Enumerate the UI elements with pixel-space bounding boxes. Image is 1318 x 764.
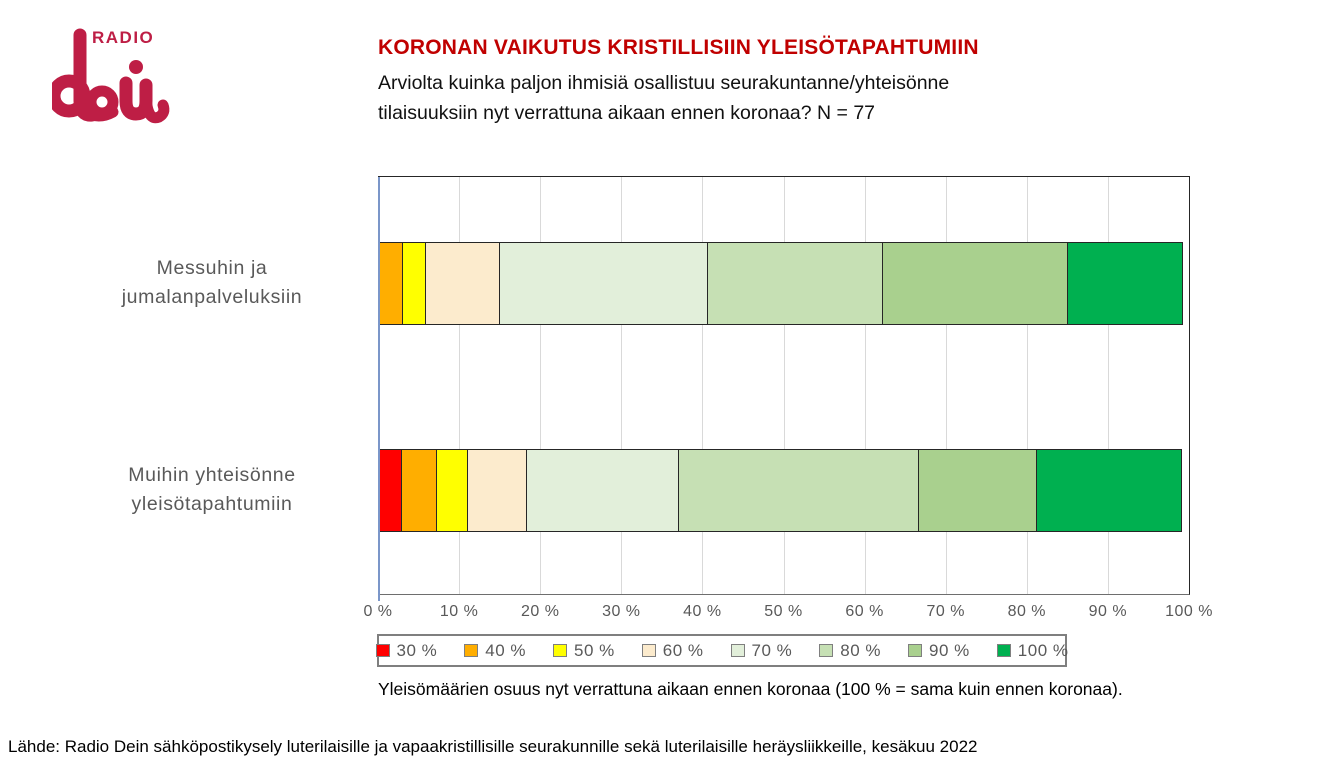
legend-label: 70 % bbox=[751, 640, 793, 660]
legend-label: 100 % bbox=[1017, 640, 1069, 660]
legend-item-70%: 70 % bbox=[730, 640, 793, 661]
x-axis-tick-label: 30 % bbox=[602, 603, 641, 620]
x-axis-tick-label: 80 % bbox=[1007, 603, 1047, 620]
category-axis-line bbox=[378, 177, 380, 601]
legend-label: 50 % bbox=[574, 640, 615, 660]
category-label-messuhin: Messuhin ja jumalanpalveluksiin bbox=[121, 256, 303, 308]
legend: 30 % 40 % 50 % 60 % 70 % 80 % 90 % 100 % bbox=[375, 634, 1069, 667]
legend-label: 90 % bbox=[929, 640, 970, 660]
bar-segment-40% bbox=[401, 449, 437, 532]
legend-item-80%: 80 % bbox=[819, 641, 881, 661]
x-axis-tick-label: 100 % bbox=[1165, 603, 1213, 620]
bar-segment-100% bbox=[1067, 242, 1183, 325]
title-block: KORONAN VAIKUTUS KRISTILLISIIN YLEISÖTAP… bbox=[378, 36, 1158, 128]
bar-segment-50% bbox=[436, 449, 468, 532]
legend-swatch-icon bbox=[553, 644, 568, 657]
gridline-90 bbox=[1107, 177, 1109, 594]
logo-radio-text: RADIO bbox=[92, 28, 154, 47]
gridline-60 bbox=[864, 177, 866, 594]
bar-segment-50% bbox=[402, 242, 427, 325]
legend-item-30%: 30 % bbox=[375, 640, 438, 661]
chart-title: KORONAN VAIKUTUS KRISTILLISIIN YLEISÖTAP… bbox=[378, 36, 979, 59]
source-footer: Lähde: Radio Dein sähköpostikysely luter… bbox=[8, 737, 978, 756]
legend-swatch-icon bbox=[819, 644, 834, 657]
legend-swatch-icon bbox=[641, 644, 656, 657]
plot-area bbox=[378, 176, 1190, 601]
gridline-40 bbox=[702, 177, 704, 594]
legend-swatch-icon bbox=[730, 644, 745, 657]
bar-segment-90% bbox=[882, 242, 1069, 325]
gridline-50 bbox=[783, 177, 785, 594]
legend-swatch-icon bbox=[375, 644, 390, 657]
bar-segment-30% bbox=[378, 449, 403, 532]
legend-item-90%: 90 % bbox=[908, 641, 970, 661]
legend-item-60%: 60 % bbox=[641, 640, 704, 661]
x-axis-tick-label: 70 % bbox=[926, 603, 965, 620]
legend-item-50%: 50 % bbox=[553, 641, 615, 661]
category-label-muihin: Muihin yhteisönne yleisötapahtumiin bbox=[128, 463, 296, 515]
legend-label: 30 % bbox=[396, 640, 438, 660]
radio-dei-logo-icon: RADIO bbox=[47, 28, 170, 124]
x-axis-tick-label: 60 % bbox=[845, 603, 884, 620]
gridline-80 bbox=[1026, 177, 1028, 594]
gridline-20 bbox=[540, 177, 542, 594]
x-axis-tick-label: 10 % bbox=[439, 603, 479, 620]
bar-segment-70% bbox=[525, 449, 679, 532]
x-axis-labels: 0 % 10 % 20 % 30 % 40 % 50 % 60 % 70 % 80 % 90 % 1… bbox=[363, 603, 1212, 625]
axis-caption: Yleisömäärien osuus nyt verrattuna aikaa… bbox=[378, 679, 1123, 699]
bar-segment-80% bbox=[707, 242, 884, 325]
legend-label: 80 % bbox=[840, 640, 882, 660]
bar-segment-40% bbox=[378, 242, 404, 325]
legend-item-40%: 40 % bbox=[464, 641, 526, 661]
bar-segment-90% bbox=[917, 449, 1037, 532]
gridline-70 bbox=[945, 177, 947, 594]
stacked-bar-messuhin bbox=[378, 242, 1189, 325]
legend-swatch-icon bbox=[464, 644, 479, 657]
gridline-10 bbox=[459, 177, 461, 594]
bar-segment-100% bbox=[1035, 449, 1182, 532]
x-axis-tick-label: 50 % bbox=[764, 603, 803, 620]
bar-segment-60% bbox=[466, 449, 527, 532]
legend-item-100%: 100 % bbox=[996, 640, 1069, 661]
x-axis-tick-label: 40 % bbox=[683, 603, 722, 620]
i-dot bbox=[129, 60, 143, 74]
x-axis-tick-label: 0 % bbox=[363, 603, 393, 620]
legend-swatch-icon bbox=[908, 644, 923, 657]
legend-label: 60 % bbox=[662, 640, 704, 660]
radio-dei-logo: RADIO bbox=[47, 22, 197, 142]
x-axis-tick-label: 90 % bbox=[1088, 603, 1128, 620]
legend-swatch-icon bbox=[996, 644, 1011, 657]
bar-segment-80% bbox=[677, 449, 919, 532]
stacked-bar-muihin bbox=[378, 449, 1189, 532]
legend-label: 40 % bbox=[485, 640, 527, 660]
x-axis-tick-label: 20 % bbox=[520, 603, 560, 620]
gridline-30 bbox=[621, 177, 623, 594]
bar-segment-60% bbox=[425, 242, 501, 325]
bar-segment-70% bbox=[499, 242, 709, 325]
chart-subtitle: Arviolta kuinka paljon ihmisiä osallistu… bbox=[378, 72, 950, 124]
